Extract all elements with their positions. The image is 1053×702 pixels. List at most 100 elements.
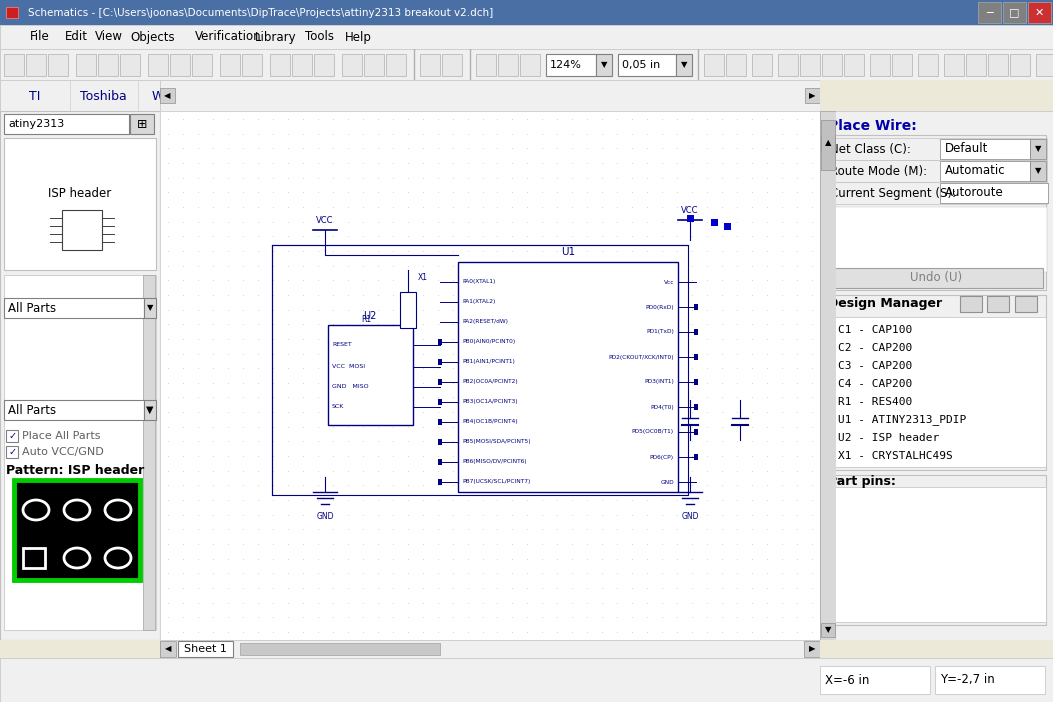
Text: Verification: Verification	[195, 30, 261, 44]
Text: 0,05 in: 0,05 in	[622, 60, 660, 70]
Bar	[676, 54, 692, 76]
Bar	[160, 88, 175, 103]
Bar	[130, 114, 154, 134]
Bar	[292, 54, 312, 76]
Text: GND: GND	[660, 479, 674, 484]
Text: VCC: VCC	[316, 216, 334, 225]
Bar	[438, 339, 442, 345]
Text: VCC: VCC	[681, 206, 699, 215]
Text: ✕: ✕	[1034, 8, 1044, 18]
Bar	[327, 325, 413, 425]
Bar	[940, 183, 1048, 203]
Text: PA0(XTAL1): PA0(XTAL1)	[462, 279, 495, 284]
Text: PD0(RxD): PD0(RxD)	[645, 305, 674, 310]
Text: C2 - CAP200: C2 - CAP200	[838, 343, 912, 353]
Text: ✓: ✓	[8, 447, 17, 457]
Text: Help: Help	[345, 30, 372, 44]
Text: Route Mode (M):: Route Mode (M):	[830, 164, 927, 178]
Bar	[824, 297, 834, 467]
Bar	[793, 83, 815, 108]
Bar	[438, 439, 442, 445]
Bar	[804, 88, 820, 103]
Ellipse shape	[64, 548, 90, 568]
Text: Y=-2,7 in: Y=-2,7 in	[940, 673, 995, 687]
Bar	[23, 548, 45, 568]
Text: ▲: ▲	[824, 138, 831, 147]
Text: PB6(MISO/DV/PCINT6): PB6(MISO/DV/PCINT6)	[462, 460, 526, 465]
Bar	[400, 292, 416, 328]
Bar	[752, 54, 772, 76]
Text: GND   MISO: GND MISO	[332, 385, 369, 390]
Bar	[726, 54, 746, 76]
Text: PA1(XTAL2): PA1(XTAL2)	[462, 300, 495, 305]
Text: Sheet 1: Sheet 1	[183, 644, 226, 654]
Text: Zilog: Zilog	[505, 89, 537, 102]
Text: Default: Default	[945, 143, 989, 156]
Bar	[694, 429, 698, 435]
Bar	[192, 54, 212, 76]
Bar	[694, 379, 698, 385]
Bar	[687, 215, 694, 222]
Bar	[824, 138, 1047, 160]
Bar	[822, 54, 842, 76]
Text: Vishay: Vishay	[257, 89, 299, 102]
Text: Undo (U): Undo (U)	[910, 272, 962, 284]
Text: RESET: RESET	[332, 343, 352, 347]
Text: ▼: ▼	[146, 405, 154, 415]
Text: ▼: ▼	[680, 60, 688, 69]
Bar	[704, 54, 724, 76]
Text: Xilinx: Xilinx	[384, 89, 419, 102]
Bar	[240, 643, 440, 655]
Text: ▶: ▶	[809, 91, 815, 100]
Bar	[4, 400, 144, 420]
Bar	[442, 54, 462, 76]
Text: ◀: ◀	[164, 91, 171, 100]
Bar	[438, 419, 442, 425]
Bar	[824, 295, 1046, 470]
Text: WD: WD	[152, 89, 174, 102]
Bar	[98, 54, 118, 76]
Bar	[4, 114, 130, 134]
Text: ◀: ◀	[776, 89, 786, 102]
Bar	[918, 54, 938, 76]
Bar	[4, 138, 156, 270]
Text: C4 - CAP200: C4 - CAP200	[838, 379, 912, 389]
Text: Part pins:: Part pins:	[828, 475, 896, 489]
Bar	[988, 54, 1008, 76]
Bar	[978, 2, 1001, 23]
Bar	[364, 54, 384, 76]
Bar	[935, 666, 1045, 694]
Text: Net Class (C):: Net Class (C):	[830, 143, 911, 156]
Text: PB0(AIN0/PCINT0): PB0(AIN0/PCINT0)	[462, 340, 515, 345]
Bar	[821, 136, 835, 150]
Ellipse shape	[64, 500, 90, 520]
Bar	[892, 54, 912, 76]
Bar	[824, 160, 1047, 182]
Text: R1: R1	[361, 315, 371, 324]
Text: ▼: ▼	[146, 303, 154, 312]
Text: PD1(TxD): PD1(TxD)	[647, 329, 674, 334]
Bar	[694, 329, 698, 335]
Bar	[824, 182, 1047, 204]
Ellipse shape	[23, 500, 49, 520]
Text: C3 - CAP200: C3 - CAP200	[838, 361, 912, 371]
Text: ✓: ✓	[8, 431, 17, 441]
Text: PD6(CP): PD6(CP)	[650, 454, 674, 460]
Text: U1: U1	[561, 247, 575, 257]
Bar	[821, 120, 835, 170]
Text: ◀: ◀	[164, 644, 172, 654]
Text: Place All Parts: Place All Parts	[22, 431, 100, 441]
Text: U1 - ATINY2313_PDIP: U1 - ATINY2313_PDIP	[838, 415, 967, 425]
Text: VCC  MOSI: VCC MOSI	[332, 364, 365, 369]
Bar	[160, 641, 176, 657]
Text: PA2(RESET/dW): PA2(RESET/dW)	[462, 319, 508, 324]
Bar	[143, 275, 155, 630]
Bar	[6, 430, 18, 442]
Text: All Parts: All Parts	[8, 404, 56, 416]
Text: View: View	[95, 30, 123, 44]
Bar	[824, 207, 1047, 272]
Text: ISP header: ISP header	[48, 187, 112, 200]
Text: Design Manager: Design Manager	[828, 296, 942, 310]
Bar	[314, 54, 334, 76]
Text: Xicor: Xicor	[326, 89, 358, 102]
